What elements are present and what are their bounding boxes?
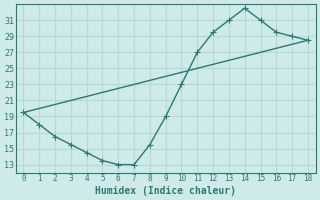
X-axis label: Humidex (Indice chaleur): Humidex (Indice chaleur) (95, 186, 236, 196)
